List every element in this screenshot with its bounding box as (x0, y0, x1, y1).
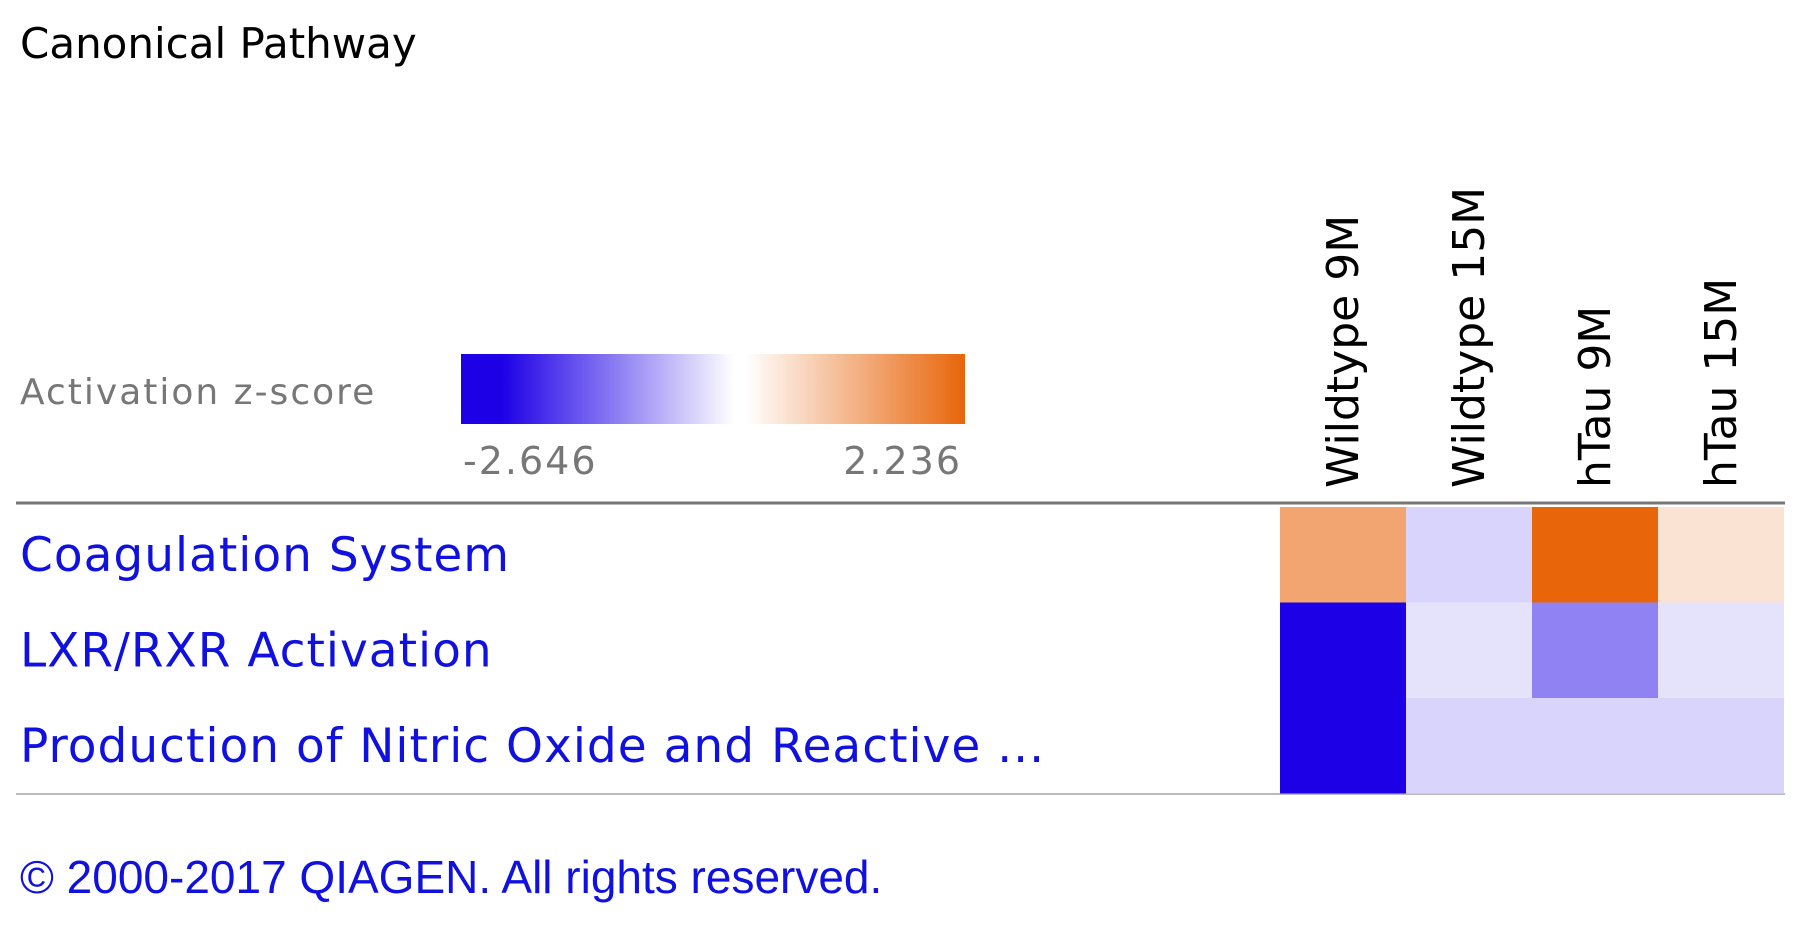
colorbar-label: Activation z-score (20, 372, 376, 413)
heatmap-cell (1532, 602, 1658, 698)
heatmap-cell (1406, 698, 1532, 794)
column-label: Wildtype 9M (1318, 215, 1369, 488)
colorbar-min: -2.646 (463, 439, 598, 483)
heatmap-cell (1532, 507, 1658, 603)
column-label: hTau 15M (1696, 278, 1747, 488)
heatmap-cell (1532, 698, 1658, 794)
heatmap-cell (1658, 507, 1784, 603)
column-label: Wildtype 15M (1444, 187, 1495, 488)
row-label[interactable]: Coagulation System (20, 528, 510, 583)
heatmap-cell (1406, 507, 1532, 603)
row-label[interactable]: Production of Nitric Oxide and Reactive … (20, 719, 1045, 774)
colorbar (461, 354, 965, 424)
column-label: hTau 9M (1570, 306, 1621, 488)
colorbar-max: 2.236 (843, 439, 962, 483)
heatmap-cell (1280, 602, 1406, 698)
copyright: © 2000-2017 QIAGEN. All rights reserved. (20, 851, 882, 903)
heatmap-cell (1658, 602, 1784, 698)
heatmap-cell (1658, 698, 1784, 794)
row-label[interactable]: LXR/RXR Activation (20, 624, 493, 679)
heatmap-cell (1406, 602, 1532, 698)
chart-title: Canonical Pathway (20, 19, 417, 68)
heatmap-cell (1280, 698, 1406, 794)
heatmap-cell (1280, 507, 1406, 603)
